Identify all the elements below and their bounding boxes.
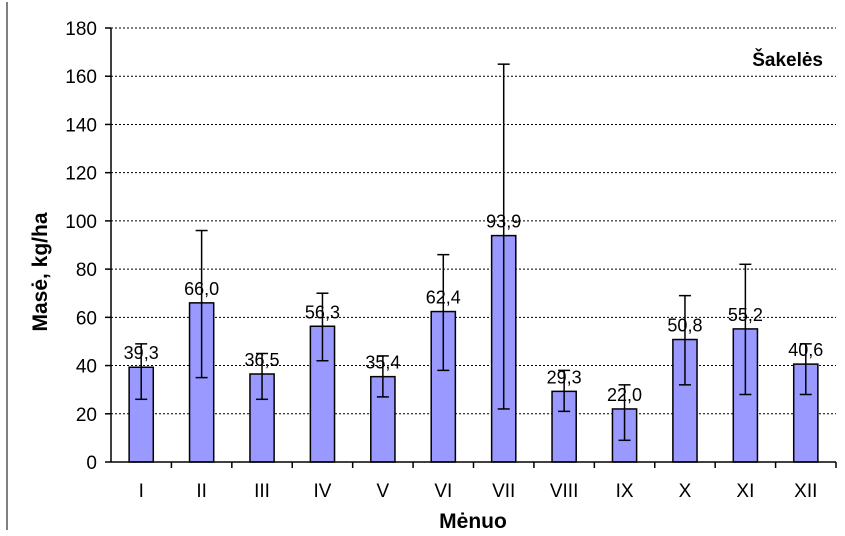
x-tick-label-III: III	[254, 481, 270, 502]
x-tick-label-IV: IV	[313, 481, 331, 502]
y-tick-labels: 0 20 40 60 80 100 120 140 160 180	[65, 19, 97, 474]
y-tick-label-160: 160	[65, 67, 97, 88]
data-labels: 39,3 66,0 36,5 56,3 35,4 62,4 93,9 29,3 22,0 50,8…	[124, 212, 824, 405]
y-axis-title: Masė, kg/ha	[29, 212, 52, 331]
x-tick-label-I: I	[139, 481, 144, 502]
data-label-I: 39,3	[124, 343, 159, 363]
data-label-V: 35,4	[365, 353, 400, 373]
y-tick-label-140: 140	[65, 115, 97, 136]
x-tick-label-V: V	[377, 481, 390, 502]
data-label-XI: 55,2	[728, 305, 763, 325]
y-tick-label-80: 80	[76, 260, 97, 281]
x-tick-label-II: II	[196, 481, 207, 502]
x-tick-label-VII: VII	[492, 481, 515, 502]
x-tick-label-XII: XII	[794, 481, 817, 502]
y-tick-label-100: 100	[65, 212, 97, 233]
x-tick-label-IX: IX	[616, 481, 634, 502]
bar-VIII	[551, 390, 577, 463]
x-axis-title: Mėnuo	[439, 510, 507, 533]
axes	[105, 27, 837, 468]
data-label-VIII: 29,3	[547, 367, 582, 387]
gridlines	[111, 27, 836, 415]
data-label-VI: 62,4	[426, 288, 461, 308]
chart-title: Šakelės	[752, 49, 823, 71]
data-label-III: 36,5	[245, 350, 280, 370]
y-tick-label-20: 20	[76, 405, 97, 426]
x-tick-labels: I II III IV V VI VII VIII IX X XI XII	[139, 481, 818, 502]
x-tick-label-VIII: VIII	[550, 481, 579, 502]
data-label-II: 66,0	[184, 279, 219, 299]
data-label-XII: 40,6	[788, 340, 823, 360]
y-tick-label-120: 120	[65, 164, 97, 185]
x-tick-label-X: X	[679, 481, 692, 502]
y-tick-label-0: 0	[86, 453, 97, 474]
x-tick-label-VI: VI	[434, 481, 452, 502]
data-label-IX: 22,0	[607, 385, 642, 405]
data-label-X: 50,8	[667, 316, 702, 336]
data-label-IV: 56,3	[305, 302, 340, 322]
error-bars	[135, 63, 812, 442]
y-tick-label-40: 40	[76, 357, 97, 378]
y-tick-label-60: 60	[76, 308, 97, 329]
x-tick-label-XI: XI	[736, 481, 754, 502]
data-label-VII: 93,9	[486, 212, 521, 232]
y-tick-label-180: 180	[65, 19, 97, 40]
